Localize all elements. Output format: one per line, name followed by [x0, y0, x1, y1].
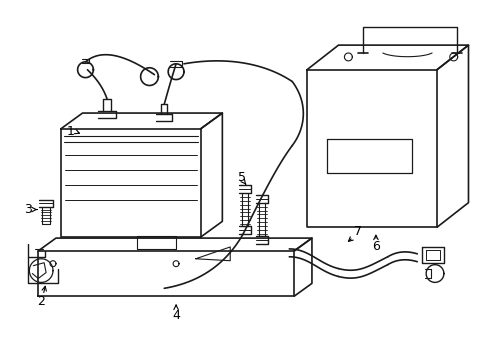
Text: 4: 4 [172, 309, 180, 322]
Text: 2: 2 [37, 294, 45, 307]
Text: 5: 5 [238, 171, 245, 184]
Text: 7: 7 [353, 225, 362, 238]
Text: 1: 1 [67, 125, 75, 138]
Text: 3: 3 [24, 203, 32, 216]
Text: 6: 6 [371, 240, 379, 253]
